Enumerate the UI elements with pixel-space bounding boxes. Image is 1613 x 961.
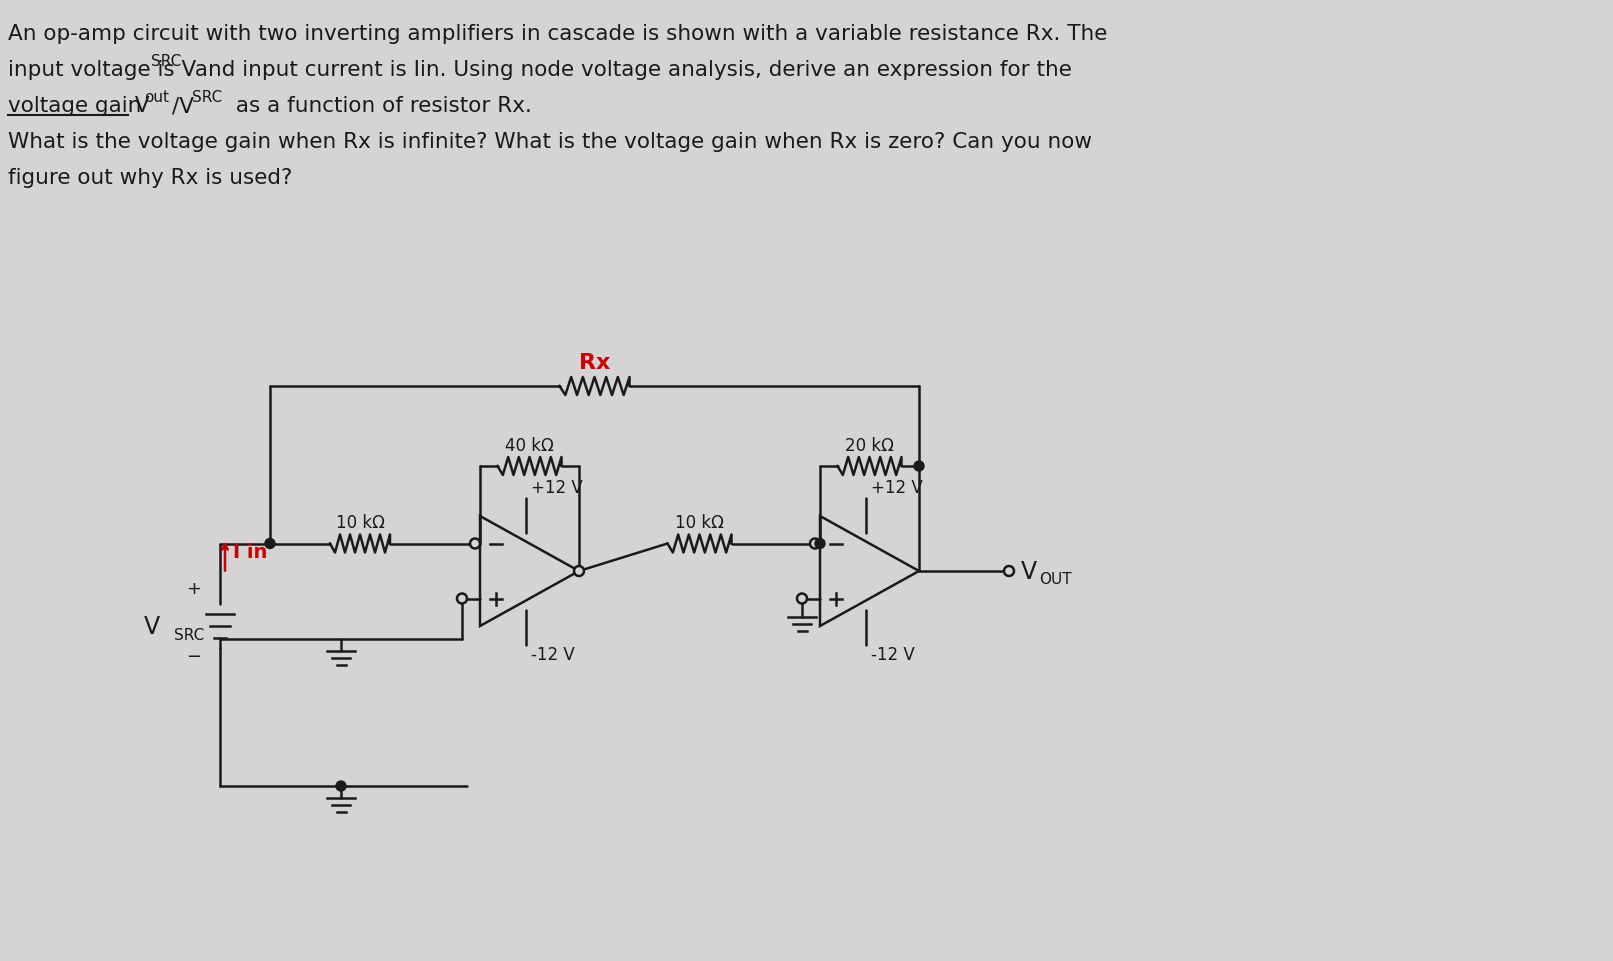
- Text: An op-amp circuit with two inverting amplifiers in cascade is shown with a varia: An op-amp circuit with two inverting amp…: [8, 24, 1108, 44]
- Text: OUT: OUT: [1039, 572, 1071, 587]
- Circle shape: [915, 461, 924, 472]
- Text: -12 V: -12 V: [531, 646, 574, 664]
- Text: I in: I in: [232, 542, 268, 561]
- Text: 20 kΩ: 20 kΩ: [845, 436, 894, 455]
- Text: as a function of resistor Rx.: as a function of resistor Rx.: [229, 96, 532, 116]
- Circle shape: [797, 594, 806, 604]
- Text: +12 V: +12 V: [871, 479, 923, 497]
- Text: What is the voltage gain when Rx is infinite? What is the voltage gain when Rx i: What is the voltage gain when Rx is infi…: [8, 132, 1092, 152]
- Text: -12 V: -12 V: [871, 646, 915, 664]
- Circle shape: [456, 594, 468, 604]
- Circle shape: [265, 539, 274, 549]
- Circle shape: [336, 781, 347, 791]
- Text: 10 kΩ: 10 kΩ: [676, 513, 724, 530]
- Text: SRC: SRC: [174, 627, 205, 642]
- Circle shape: [574, 566, 584, 577]
- Text: input voltage is V: input voltage is V: [8, 60, 197, 80]
- Text: out: out: [144, 90, 169, 105]
- Text: SRC: SRC: [152, 54, 181, 69]
- Text: and input current is Iin. Using node voltage analysis, derive an expression for : and input current is Iin. Using node vol…: [189, 60, 1073, 80]
- Text: V: V: [144, 614, 160, 638]
- Text: +12 V: +12 V: [531, 479, 582, 497]
- Circle shape: [815, 539, 824, 549]
- Text: +: +: [187, 579, 202, 598]
- Text: SRC: SRC: [192, 90, 223, 105]
- Text: Rx: Rx: [579, 353, 610, 373]
- Text: V: V: [127, 96, 150, 116]
- Text: /V: /V: [173, 96, 194, 116]
- Text: V: V: [1021, 559, 1037, 583]
- Text: figure out why Rx is used?: figure out why Rx is used?: [8, 168, 292, 187]
- Circle shape: [810, 539, 819, 549]
- Text: −: −: [187, 648, 202, 665]
- Text: 10 kΩ: 10 kΩ: [336, 513, 384, 530]
- Text: 40 kΩ: 40 kΩ: [505, 436, 553, 455]
- Circle shape: [469, 539, 481, 549]
- Circle shape: [1003, 566, 1015, 577]
- Text: voltage gain: voltage gain: [8, 96, 142, 116]
